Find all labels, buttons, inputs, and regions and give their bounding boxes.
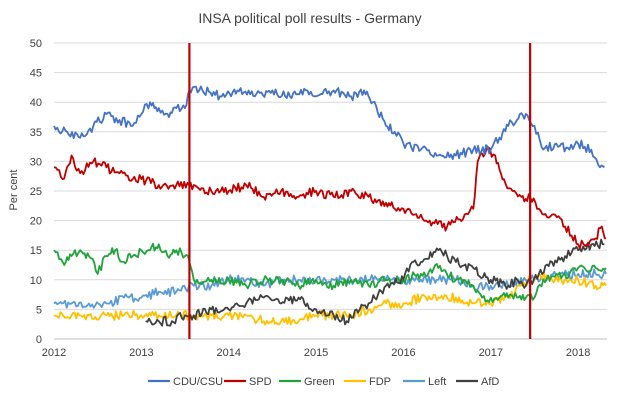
legend-label: SPD (249, 376, 272, 388)
x-tick-label: 2016 (391, 347, 415, 359)
series-line-afd (145, 238, 605, 327)
legend-label: AfD (481, 376, 499, 388)
y-tick-label: 45 (30, 68, 42, 80)
series-line-green (53, 242, 607, 303)
x-tick-label: 2012 (42, 347, 66, 359)
x-tick-label: 2013 (129, 347, 153, 359)
legend-label: Green (304, 376, 335, 388)
y-tick-label: 0 (36, 334, 42, 346)
event-markers (188, 43, 532, 339)
y-tick-label: 35 (30, 127, 42, 139)
y-tick-label: 30 (30, 156, 42, 168)
legend: CDU/CSU SPD Green FDP Left AfD (148, 376, 499, 388)
chart-title: INSA political poll results - Germany (198, 10, 421, 26)
y-tick-label: 25 (30, 186, 42, 198)
series-line-cdu-csu (53, 85, 605, 169)
series-line-spd (53, 146, 607, 250)
y-tick-label: 10 (30, 275, 42, 287)
legend-label: CDU/CSU (173, 376, 223, 388)
y-tick-label: 20 (30, 216, 42, 228)
x-tick-label: 2018 (566, 347, 590, 359)
y-tick-label: 15 (30, 245, 42, 257)
y-tick-label: 5 (36, 304, 42, 316)
axes: 0 5 10 15 20 25 30 35 40 45 50 2012 2013 2014 2015 2016… (30, 38, 607, 359)
x-tick-label: 2015 (304, 347, 328, 359)
y-tick-label: 50 (30, 38, 42, 50)
x-tick-label: 2014 (216, 347, 240, 359)
legend-label: Left (428, 376, 446, 388)
gridlines (54, 42, 607, 310)
y-tick-label: 40 (30, 97, 42, 109)
x-tick-label: 2017 (479, 347, 503, 359)
legend-label: FDP (369, 376, 391, 388)
series-lines (53, 85, 607, 327)
series-line-left (53, 268, 607, 309)
y-axis-label: Per cent (8, 170, 20, 211)
